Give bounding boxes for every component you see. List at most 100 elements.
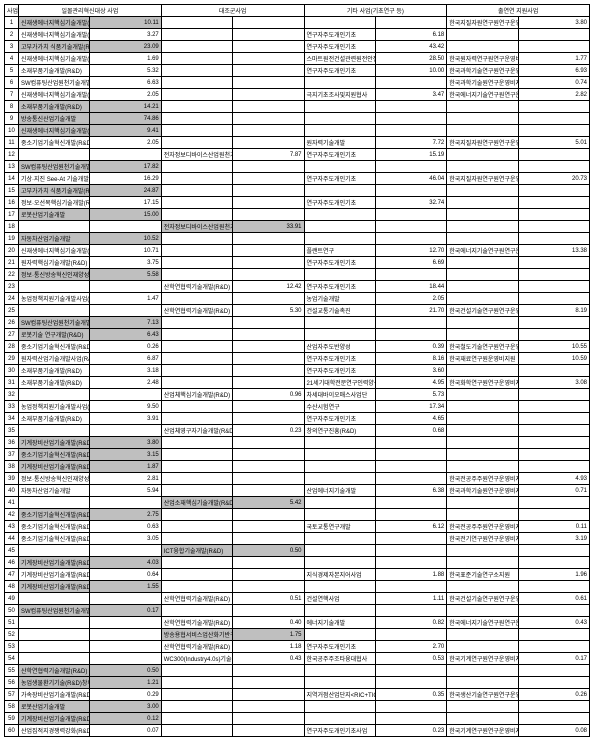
cell-b-value	[233, 185, 304, 197]
cell-c-value: 28.50	[375, 53, 446, 65]
cell-a-value: 14.21	[90, 101, 161, 113]
cell-a-label: 로봇산업기술개발	[19, 701, 90, 713]
cell-d-label	[447, 401, 518, 413]
cell-a-label: 소재부품기술개발(R&D)	[19, 65, 90, 77]
cell-idx: 51	[5, 617, 19, 629]
cell-b-value: 0.51	[233, 593, 304, 605]
cell-b-value	[233, 713, 304, 725]
cell-d-value	[518, 425, 589, 437]
cell-b-label: 산업소재핵심기술개발(R&D)	[161, 497, 232, 509]
cell-b-label	[161, 473, 232, 485]
cell-a-value: 0.17	[90, 605, 161, 617]
cell-c-label: 연구자주도개인기초	[304, 257, 375, 269]
cell-c-value: 5.73	[375, 389, 446, 401]
cell-b-value	[233, 77, 304, 89]
cell-c-label	[304, 269, 375, 281]
cell-c-value: 0.82	[375, 617, 446, 629]
cell-b-value	[233, 209, 304, 221]
cell-c-label: 건설교통기술촉진	[304, 305, 375, 317]
cell-idx: 24	[5, 293, 19, 305]
cell-d-value: 0.74	[518, 77, 589, 89]
header-group-a: 일몰관리혁신대상 사업	[19, 5, 162, 17]
cell-b-value	[233, 293, 304, 305]
cell-c-value	[375, 605, 446, 617]
cell-b-label	[161, 173, 232, 185]
cell-c-label	[304, 317, 375, 329]
cell-d-value	[518, 125, 589, 137]
cell-d-label	[447, 257, 518, 269]
cell-d-value	[518, 545, 589, 557]
cell-b-value	[233, 257, 304, 269]
cell-b-label	[161, 197, 232, 209]
cell-b-label	[161, 77, 232, 89]
cell-b-label: 산학연협력기술개발(R&D)	[161, 641, 232, 653]
cell-idx: 50	[5, 605, 19, 617]
cell-d-label: 한국전기연구원연구운영비지원	[447, 533, 518, 545]
cell-d-value	[518, 581, 589, 593]
cell-b-label: ICT융합기술개발(R&D)	[161, 545, 232, 557]
cell-c-value	[375, 701, 446, 713]
cell-b-label	[161, 353, 232, 365]
cell-d-label	[447, 461, 518, 473]
cell-d-label: 한국과학기술원연구운영비지원	[447, 485, 518, 497]
table-row: 10신재생에너지핵심기술개발(R&D)9.41	[5, 125, 590, 137]
cell-a-label: 농업정책지원기술개발사업(R&D)	[19, 293, 90, 305]
cell-b-label	[161, 101, 232, 113]
cell-d-value	[518, 413, 589, 425]
cell-c-value: 46.04	[375, 173, 446, 185]
cell-a-label: 농업정책지원기술개발사업(R&D)	[19, 401, 90, 413]
cell-d-value: 13.38	[518, 245, 589, 257]
table-row: 52방송용협서비스업산화기반구축1.75	[5, 629, 590, 641]
cell-c-label	[304, 665, 375, 677]
cell-a-label: 산업집적지경쟁력강화(R&D)	[19, 725, 90, 737]
cell-b-label	[161, 161, 232, 173]
cell-idx: 55	[5, 665, 19, 677]
cell-idx: 8	[5, 101, 19, 113]
cell-a-value	[90, 221, 161, 233]
cell-d-label	[447, 149, 518, 161]
cell-c-label	[304, 17, 375, 29]
cell-a-value: 0.50	[90, 665, 161, 677]
cell-idx: 52	[5, 629, 19, 641]
cell-d-value	[518, 161, 589, 173]
table-row: 19자동차산업기술개발10.52	[5, 233, 590, 245]
cell-b-label: 전자정보디바이스산업원천기술개발	[161, 221, 232, 233]
cell-b-value	[233, 413, 304, 425]
cell-d-label: 한국건설기술연구원연구운영비지원	[447, 593, 518, 605]
table-row: 29원자력산업기술개발사업(R&D)6.87연구자주도개인기초8.16한국재료연…	[5, 353, 590, 365]
cell-a-label: 고부가가치 식품기술개발(R&D)	[19, 41, 90, 53]
cell-a-label: 소재부품기술개발(R&D)	[19, 101, 90, 113]
cell-d-label	[447, 269, 518, 281]
cell-d-value	[518, 197, 589, 209]
cell-d-value: 1.96	[518, 569, 589, 581]
cell-c-value: 18.44	[375, 281, 446, 293]
header-group-b: 대조군사업	[161, 5, 304, 17]
cell-b-value	[233, 689, 304, 701]
cell-b-value: 1.18	[233, 641, 304, 653]
cell-a-label: 정보·통신방송혁신인재양성(R&D)	[19, 473, 90, 485]
cell-b-label	[161, 329, 232, 341]
cell-c-value	[375, 209, 446, 221]
cell-idx: 18	[5, 221, 19, 233]
cell-d-label	[447, 713, 518, 725]
cell-c-label: 연구자주도개인기초	[304, 281, 375, 293]
cell-b-label	[161, 233, 232, 245]
cell-c-value: 3.60	[375, 365, 446, 377]
cell-idx: 32	[5, 389, 19, 401]
cell-c-value	[375, 713, 446, 725]
table-row: 35산업체영구자기술개발(R&D)0.23창의연구진흥(R&D)0.68	[5, 425, 590, 437]
cell-b-value: 0.96	[233, 389, 304, 401]
cell-d-label: 한국지질자원연구원연구운영비지원	[447, 17, 518, 29]
cell-d-label	[447, 701, 518, 713]
cell-c-label: 창의연구진흥(R&D)	[304, 425, 375, 437]
cell-a-label: 신재생에너지핵심기술개발(R&D)	[19, 53, 90, 65]
table-row: 58로봇산업기술개발3.00	[5, 701, 590, 713]
cell-a-value: 0.12	[90, 713, 161, 725]
cell-a-value	[90, 281, 161, 293]
cell-b-label	[161, 557, 232, 569]
cell-a-value: 2.05	[90, 137, 161, 149]
cell-idx: 60	[5, 725, 19, 737]
cell-b-value	[233, 401, 304, 413]
cell-c-value	[375, 497, 446, 509]
cell-b-label	[161, 185, 232, 197]
